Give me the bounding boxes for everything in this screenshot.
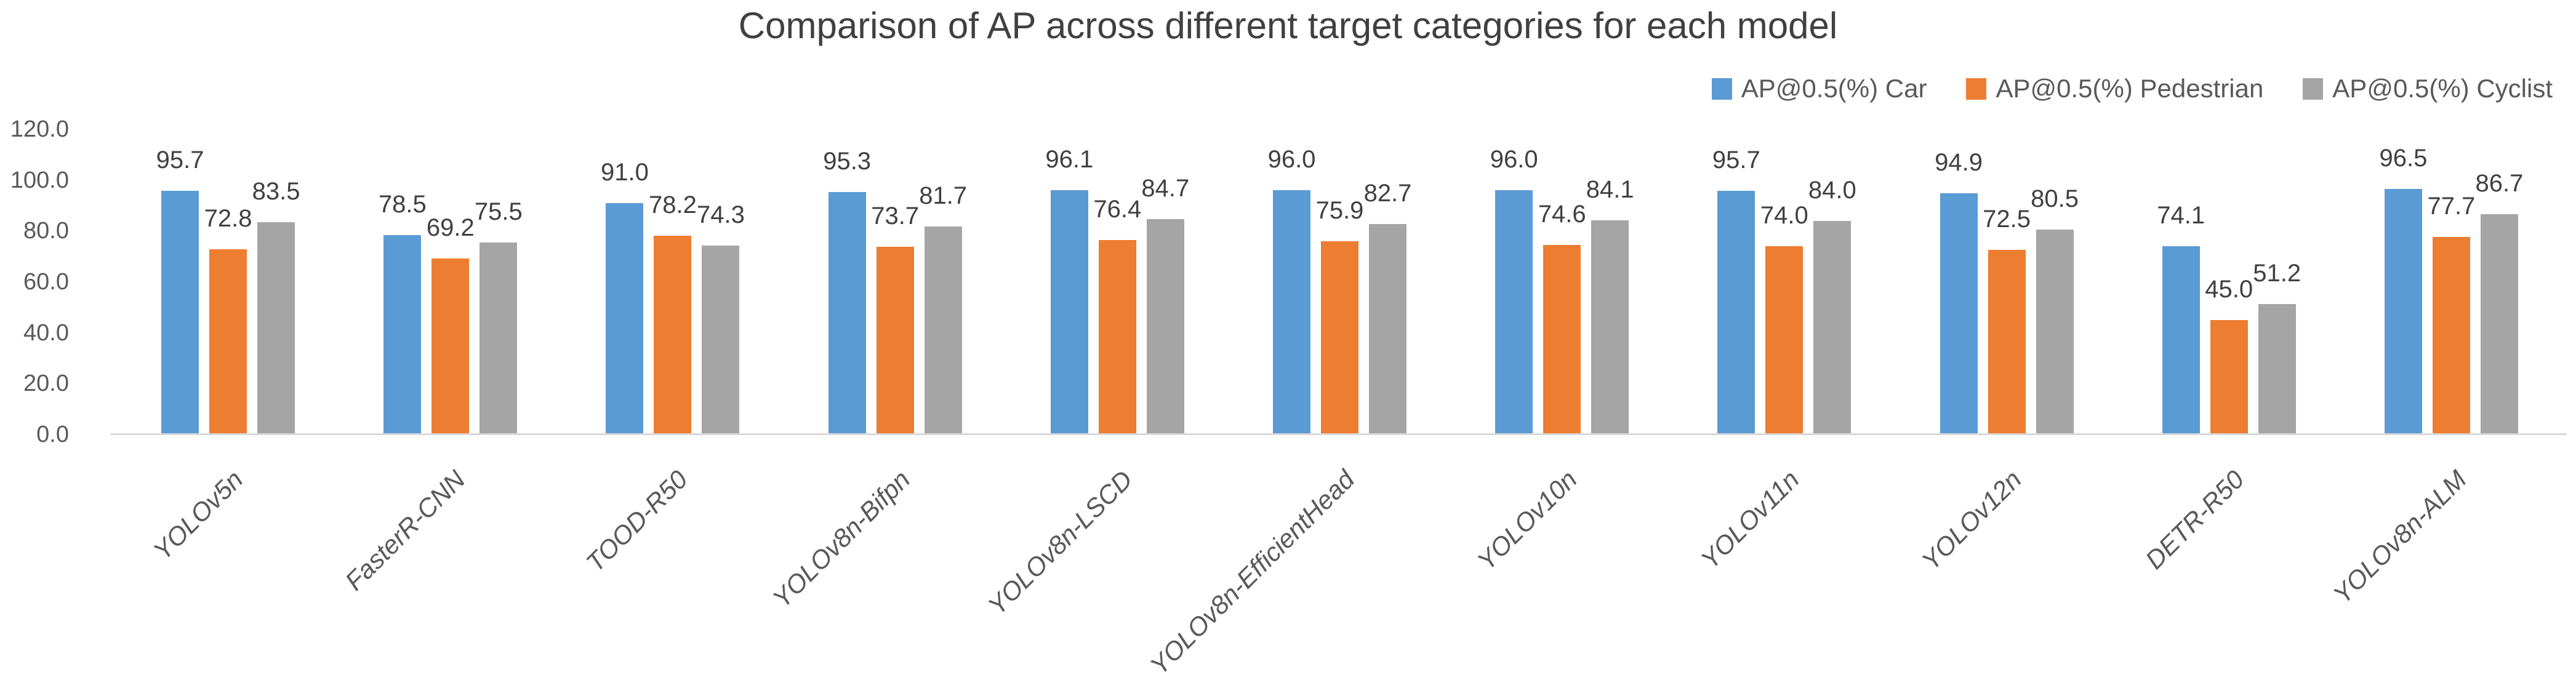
bar-car-YOLOv5n: 95.7 [156,146,204,435]
legend-label-cyclist: AP@0.5(%) Cyclist [2332,74,2553,103]
x-category-label: YOLOv8n-Bifpn [767,465,916,614]
x-category-label: YOLOv8n-ALM [2327,465,2472,609]
y-tick-label: 80.0 [23,218,69,244]
bar-value-label: 45.0 [2205,276,2253,303]
bar-cyclist-TOOD-R50: 74.3 [697,201,745,435]
plot-area: 95.7 72.8 83.5 78.5 69.2 75.5 91.0 78.2 74.3 95.3… [117,129,2562,435]
y-axis: 0.0 20.0 40.0 60.0 80.0 100.0 120.0 [0,0,69,693]
bar-cyclist-FasterR-CNN: 75.5 [475,198,523,435]
bar-cyclist-YOLOv11n: 84.0 [1808,177,1856,435]
car-series-swatch-icon [1711,78,1732,100]
y-tick-label: 0.0 [36,422,69,447]
bar-value-label: 74.0 [1760,202,1808,230]
x-category-label: YOLOv11n [1695,465,1805,574]
bar-cyclist-YOLOv5n: 83.5 [252,178,300,435]
bar-value-label: 78.5 [378,190,427,218]
bar-value-label: 95.7 [156,146,204,174]
legend-item-cyclist: AP@0.5(%) Cyclist [2303,74,2553,103]
bar-car-FasterR-CNN: 78.5 [379,191,427,435]
bar-pedestrian-YOLOv11n: 74.0 [1760,202,1808,435]
bar-value-label: 84.7 [1141,174,1190,202]
x-category-label: TOOD-R50 [580,465,694,577]
cyclist-series-swatch-icon [2303,78,2324,100]
bar-pedestrian-YOLOv8n-ALM: 77.7 [2427,193,2475,435]
bar-value-label: 75.5 [474,198,523,225]
bar-pedestrian-YOLOv5n: 72.8 [204,205,252,435]
bar-pedestrian-YOLOv8n-LSCD: 76.4 [1093,196,1141,435]
y-tick-label: 60.0 [23,269,69,295]
bar-pedestrian-YOLOv8n-Bifpn: 73.7 [871,202,919,435]
bar-car-DETR-R50: 74.1 [2157,202,2205,435]
bar-car-YOLOv8n-ALM: 96.5 [2379,145,2427,435]
bar-pedestrian-FasterR-CNN: 69.2 [427,214,475,435]
bar-value-label: 86.7 [2475,169,2524,197]
y-tick-label: 100.0 [10,167,69,193]
bar-pedestrian-TOOD-R50: 78.2 [649,191,697,435]
chart-title: Comparison of AP across different target… [738,5,1838,46]
bar-value-label: 94.9 [1935,148,1983,176]
bar-value-label: 81.7 [919,182,968,210]
legend: AP@0.5(%) Car AP@0.5(%) Pedestrian AP@0.… [1711,74,2553,103]
bar-value-label: 91.0 [601,158,649,186]
bar-value-label: 74.3 [697,201,745,228]
bar-cyclist-YOLOv8n-ALM: 86.7 [2475,170,2523,435]
bar-value-label: 82.7 [1363,180,1412,207]
bar-car-YOLOv10n: 96.0 [1490,146,1538,435]
bar-value-label: 95.3 [823,148,872,175]
bar-value-label: 75.9 [1315,197,1364,225]
x-category-label: FasterR-CNN [339,465,471,596]
bar-value-label: 96.1 [1045,145,1094,173]
bar-cyclist-YOLOv12n: 80.5 [2031,185,2079,435]
bar-value-label: 96.0 [1267,146,1316,174]
bar-value-label: 77.7 [2427,192,2476,220]
bar-value-label: 96.0 [1490,146,1538,174]
bar-value-label: 72.5 [1983,206,2031,233]
bar-car-YOLOv11n: 95.7 [1712,146,1760,435]
bar-pedestrian-YOLOv12n: 72.5 [1983,206,2031,435]
bar-value-label: 69.2 [426,214,475,241]
x-category-label: DETR-R50 [2139,465,2250,575]
x-category-label: YOLOv5n [148,465,249,566]
legend-item-pedestrian: AP@0.5(%) Pedestrian [1966,74,2263,103]
bar-value-label: 78.2 [649,191,697,218]
x-category-label: YOLOv8n-EfficientHead [1144,465,1360,681]
bar-value-label: 84.1 [1586,176,1634,204]
bar-pedestrian-YOLOv8n-EfficientHead: 75.9 [1316,197,1363,435]
legend-label-pedestrian: AP@0.5(%) Pedestrian [1996,74,2264,103]
bar-value-label: 83.5 [252,177,300,205]
pedestrian-series-swatch-icon [1966,78,1987,100]
bar-value-label: 51.2 [2253,260,2301,287]
bar-value-label: 80.5 [2031,185,2079,213]
bar-value-label: 84.0 [1808,176,1856,204]
x-axis-baseline [111,433,2567,435]
bar-value-label: 96.5 [2379,145,2428,172]
y-tick-label: 120.0 [10,116,69,142]
bar-value-label: 95.7 [1712,146,1760,174]
bar-car-YOLOv8n-EfficientHead: 96.0 [1268,146,1315,435]
bar-value-label: 72.8 [204,205,252,233]
bar-car-YOLOv12n: 94.9 [1935,149,1983,435]
bar-pedestrian-YOLOv10n: 74.6 [1538,201,1586,435]
y-tick-label: 20.0 [23,371,69,397]
bar-value-label: 73.7 [871,202,920,230]
bar-car-TOOD-R50: 91.0 [601,159,649,435]
legend-item-car: AP@0.5(%) Car [1711,74,1927,103]
bar-value-label: 74.6 [1538,200,1586,228]
bar-cyclist-YOLOv8n-EfficientHead: 82.7 [1364,180,1411,435]
bar-value-label: 74.1 [2157,201,2205,229]
y-tick-label: 40.0 [23,319,69,346]
bar-car-YOLOv8n-LSCD: 96.1 [1045,146,1093,435]
x-category-label: YOLOv8n-LSCD [982,465,1138,620]
x-category-label: YOLOv10n [1471,465,1583,576]
bar-cyclist-YOLOv10n: 84.1 [1586,176,1634,435]
bar-cyclist-DETR-R50: 51.2 [2253,260,2301,435]
bar-cyclist-YOLOv8n-LSCD: 84.7 [1141,175,1189,435]
x-category-label: YOLOv12n [1916,465,2028,576]
legend-label-car: AP@0.5(%) Car [1741,74,1927,103]
bar-pedestrian-DETR-R50: 45.0 [2205,276,2253,435]
bar-car-YOLOv8n-Bifpn: 95.3 [823,148,871,435]
bar-cyclist-YOLOv8n-Bifpn: 81.7 [919,182,967,435]
bar-value-label: 76.4 [1093,196,1142,223]
